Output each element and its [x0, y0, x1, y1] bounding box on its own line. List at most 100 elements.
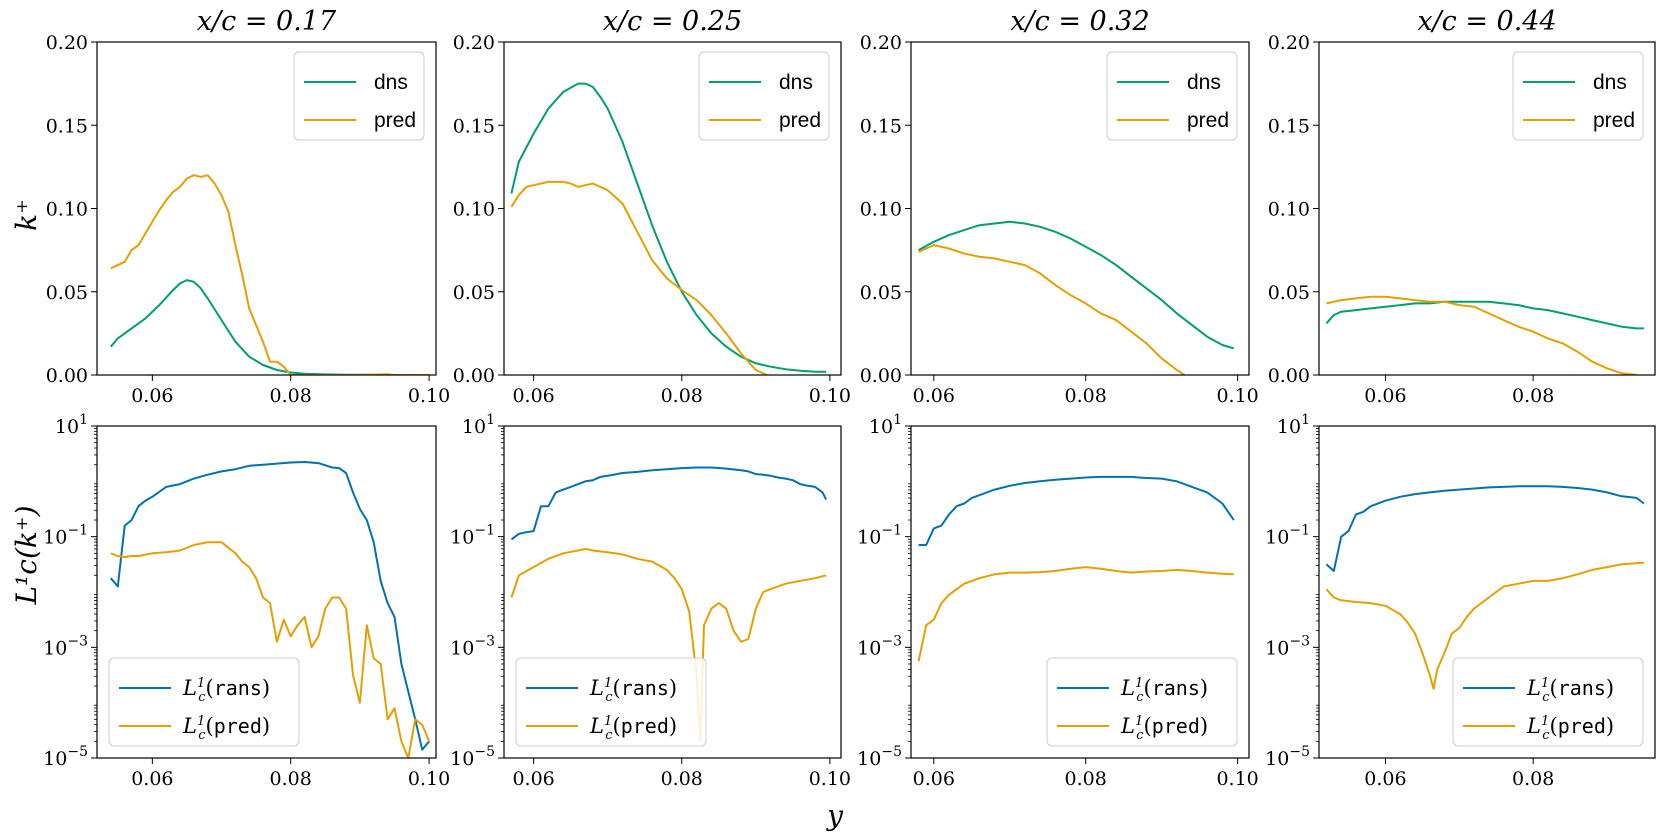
x-tick-label: 0.06 [913, 385, 955, 407]
y-tick-label: 0.05 [1268, 282, 1310, 304]
legend-box [108, 657, 300, 747]
series-line-dns [1325, 300, 1644, 330]
legend-sub: c [605, 728, 613, 743]
legend-name: pred [621, 714, 669, 738]
legend-open: ( [1550, 676, 1558, 700]
x-tick-label: 0.08 [661, 768, 703, 790]
series-line-pred [918, 244, 1185, 375]
y-tick-base: 10 [857, 637, 881, 659]
legend-close: ) [262, 676, 270, 700]
legend-box [1452, 657, 1644, 747]
legend-label-dns: dns [374, 71, 408, 94]
legend-close: ) [1606, 676, 1614, 700]
axes-frame [96, 425, 437, 759]
x-tick-label: 0.10 [809, 768, 851, 790]
series-line-pred [510, 547, 827, 743]
legend-label-rans: L1 c(rans) [589, 676, 677, 705]
y-tick-exponent: −5 [1289, 744, 1310, 760]
legend-sup: 1 [197, 676, 205, 691]
y-tick-base: 10 [450, 748, 474, 770]
legend-open: ( [206, 714, 214, 738]
x-label: y [825, 799, 844, 832]
y-tick-exponent: 1 [893, 412, 902, 428]
legend-name: rans [1152, 676, 1200, 700]
legend-label-dns: dns [779, 71, 813, 94]
panel-3: 0.06 0.08 0.10 0.00 0.05 0.10 0.15 0.20 x/c = 0.… [860, 6, 1259, 407]
legend-sub: c [198, 728, 206, 743]
series-line-rans [1325, 485, 1645, 572]
y-tick-exponent: −5 [474, 744, 495, 760]
legend-label-pred: pred [374, 109, 416, 132]
legend-box [1512, 51, 1644, 141]
legend-open: ( [613, 714, 621, 738]
series-line-pred [110, 174, 430, 375]
panel-4: 0.06 0.08 0.00 0.05 0.10 0.15 0.20 x/c = 0.44 dn… [1268, 6, 1656, 407]
y-tick-base: 10 [857, 527, 881, 549]
legend-close: ) [1200, 714, 1208, 738]
y-tick-label: 10−3 [43, 633, 88, 659]
panel-1: 0.06 0.08 0.10 0.00 0.05 0.10 0.15 0.20 x/c = 0.… [46, 6, 451, 407]
series-line-rans [110, 461, 430, 751]
legend: L1 c(rans)L1 c(pred) [1452, 657, 1644, 747]
panel-2: 0.06 0.08 0.10 0.00 0.05 0.10 0.15 0.20 x/c = 0.… [453, 6, 851, 407]
series-line-rans [510, 466, 828, 541]
y-tick-label: 101 [1277, 412, 1310, 438]
y-tick-base: 10 [1277, 416, 1301, 438]
y-tick-label: 0.05 [453, 282, 495, 304]
legend-label-dns: dns [1593, 71, 1627, 94]
legend-sub: c [1136, 690, 1144, 705]
axes-frame [910, 425, 1250, 759]
y-tick-exponent: −3 [881, 633, 902, 649]
y-tick-exponent: 1 [79, 412, 88, 428]
y-tick-exponent: −3 [474, 633, 495, 649]
legend: L1 c(rans)L1 c(pred) [108, 657, 300, 747]
y-tick-base: 10 [1265, 748, 1289, 770]
axes-frame [503, 425, 842, 759]
panel-title: x/c = 0.17 [197, 6, 337, 37]
legend-close: ) [1200, 676, 1208, 700]
legend-name: pred [1152, 714, 1200, 738]
x-tick-label: 0.06 [913, 768, 955, 790]
x-tick-label: 0.06 [131, 768, 173, 790]
x-tick-label: 0.08 [270, 768, 312, 790]
legend-label-rans: L1 c(rans) [1526, 676, 1614, 705]
legend-label-rans: L1 c(rans) [1120, 676, 1208, 705]
y-tick-exponent: −1 [67, 523, 88, 539]
y-tick-label: 0.20 [1268, 32, 1310, 54]
y-tick-label: 0.00 [46, 365, 88, 387]
x-tick-label: 0.10 [1216, 385, 1258, 407]
y-tick-label: 0.15 [1268, 115, 1310, 137]
y-tick-label: 0.15 [46, 115, 88, 137]
series-line-pred [917, 566, 1234, 662]
y-tick-label: 0.00 [860, 365, 902, 387]
legend-func: L [1526, 714, 1541, 738]
y-tick-base: 10 [462, 416, 486, 438]
legend-sub: c [1542, 728, 1550, 743]
x-tick-label: 0.06 [1364, 385, 1406, 407]
legend: dns pred [1512, 51, 1644, 141]
x-tick-label: 0.08 [1065, 768, 1107, 790]
legend-sup: 1 [1541, 676, 1549, 691]
y-tick-base: 10 [1265, 637, 1289, 659]
legend-box [293, 51, 425, 141]
panel-title: x/c = 0.44 [1417, 6, 1556, 37]
y-tick-base: 10 [869, 416, 893, 438]
panel-title: x/c = 0.25 [603, 6, 742, 37]
legend-open: ( [1550, 714, 1558, 738]
y-tick-label: 0.05 [46, 282, 88, 304]
legend-sup: 1 [604, 676, 612, 691]
y-tick-exponent: −1 [1289, 523, 1310, 539]
series-line-dns [510, 82, 827, 373]
y-tick-label: 10−1 [43, 523, 88, 549]
legend-box [515, 657, 707, 747]
y-tick-exponent: 1 [1301, 412, 1310, 428]
legend-label-dns: dns [1187, 71, 1221, 94]
y-tick-label: 0.20 [860, 32, 902, 54]
y-tick-base: 10 [857, 748, 881, 770]
legend-close: ) [262, 714, 270, 738]
y-tick-label: 10−3 [450, 633, 495, 659]
legend: dns pred [1106, 51, 1238, 141]
y-tick-label: 101 [462, 412, 495, 438]
